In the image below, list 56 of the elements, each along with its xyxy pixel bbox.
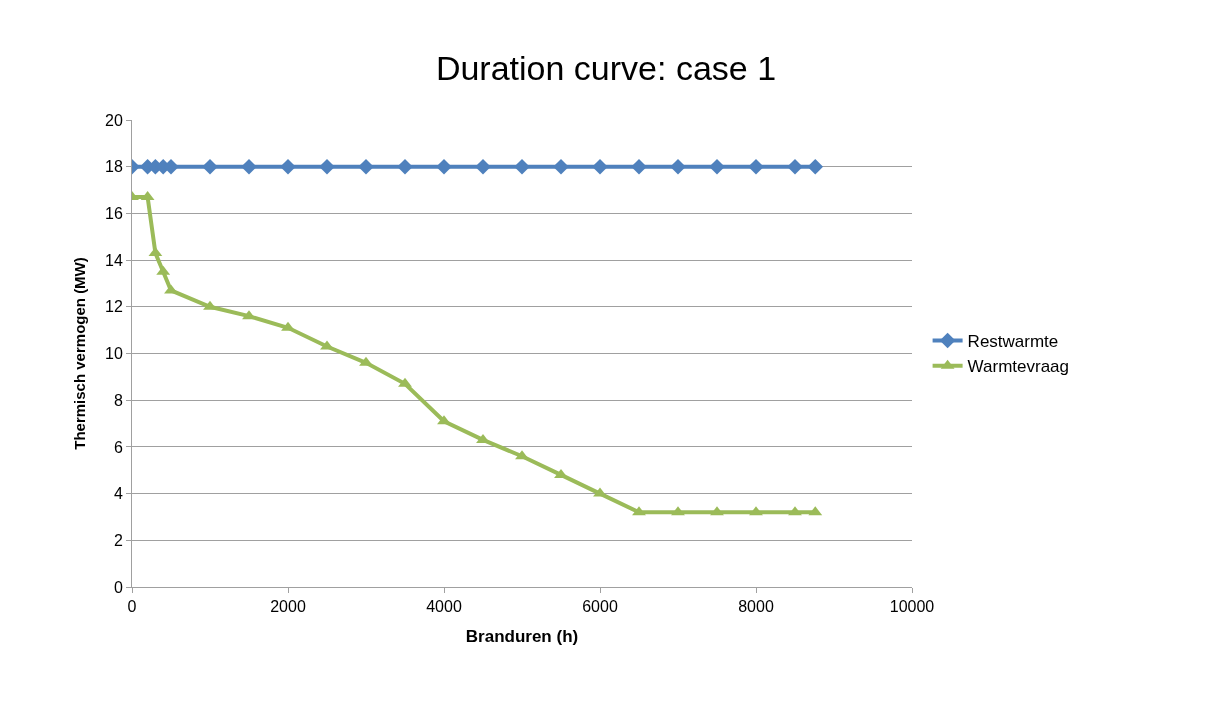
point	[670, 158, 686, 175]
y-tick-label: 8	[113, 391, 123, 409]
point	[787, 158, 803, 175]
x-tick-label: 6000	[582, 598, 618, 616]
point	[749, 506, 763, 516]
point	[319, 158, 335, 175]
point	[203, 300, 217, 310]
point	[436, 158, 452, 175]
point	[553, 158, 569, 175]
y-tick-label: 12	[105, 298, 123, 316]
y-axis-title: Thermisch vermogen (MW)	[71, 257, 89, 450]
point	[514, 158, 530, 175]
y-tick-label: 2	[113, 531, 123, 549]
y-tick-label: 16	[105, 205, 123, 222]
x-axis-title: Branduren (h)	[465, 626, 579, 646]
point	[475, 158, 491, 175]
y-tick-label: 6	[113, 438, 123, 456]
point	[476, 433, 490, 443]
point	[593, 487, 607, 497]
x-tick-label: 10000	[889, 598, 935, 616]
x-tick-label: 0	[127, 598, 137, 616]
point	[631, 158, 647, 175]
x-tick-label: 2000	[270, 598, 306, 616]
point	[359, 356, 373, 366]
point	[592, 158, 608, 175]
y-tick-label: 10	[105, 345, 123, 363]
point	[164, 284, 178, 294]
point	[398, 377, 412, 387]
point	[709, 158, 725, 175]
point	[281, 321, 295, 331]
point	[515, 450, 529, 460]
point	[710, 506, 724, 516]
point	[280, 158, 296, 175]
y-tick-label: 18	[105, 158, 123, 176]
x-tick-label: 8000	[738, 598, 774, 616]
legend-label: Warmtevraag	[967, 357, 1070, 377]
point	[788, 506, 802, 516]
legend-label: Restwarmte	[967, 332, 1059, 352]
point	[358, 158, 374, 175]
point	[202, 158, 218, 175]
point	[241, 158, 257, 175]
y-tick-label: 0	[113, 578, 123, 596]
y-tick-label: 4	[113, 485, 123, 503]
point	[807, 158, 824, 175]
chart-title: Duration curve: case 1	[435, 49, 777, 88]
x-tick-label: 4000	[426, 598, 462, 616]
y-tick-label: 14	[105, 251, 123, 269]
point	[554, 468, 568, 478]
point	[748, 158, 764, 175]
point	[632, 506, 646, 516]
y-tick-label: 20	[105, 111, 123, 129]
point	[320, 340, 334, 350]
point	[397, 158, 413, 175]
point	[437, 415, 451, 425]
point	[671, 506, 685, 516]
point	[242, 310, 256, 320]
